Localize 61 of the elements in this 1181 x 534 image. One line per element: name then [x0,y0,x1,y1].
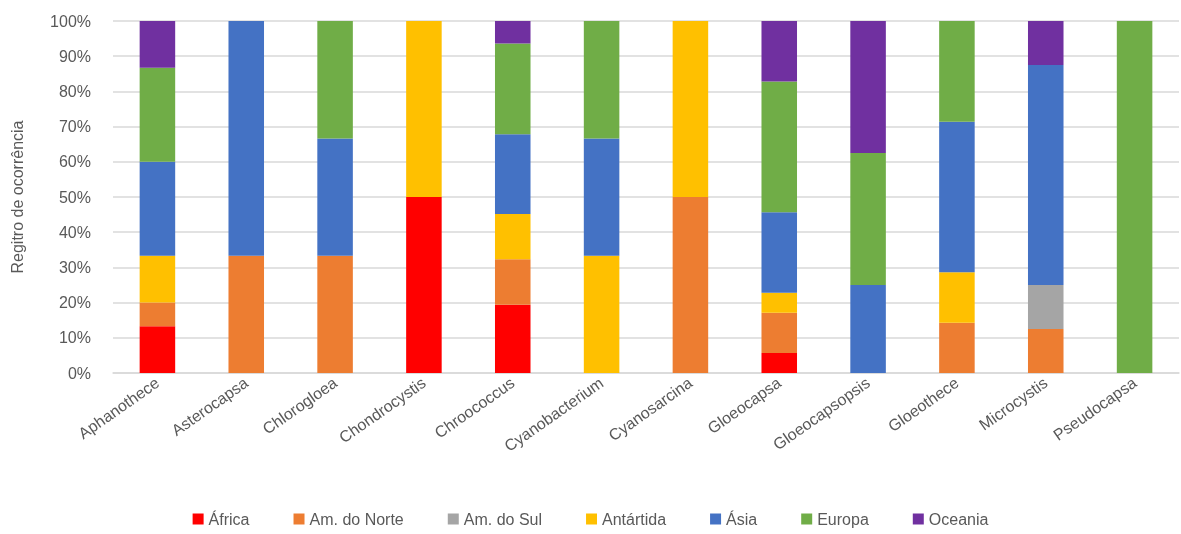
y-axis-title: Regitro de ocorrência [8,120,26,274]
bar [761,212,798,293]
bar [139,255,176,303]
bar [939,121,975,273]
legend-label: Ásia [726,509,758,528]
legend-label: Am. do Sul [463,510,543,528]
bar [1027,329,1064,373]
bar [494,213,531,260]
bar [1027,65,1064,285]
bar [850,285,886,373]
legend-label: Europa [817,510,869,528]
y-tick-label: 30% [58,258,91,276]
bar [139,67,176,162]
bar [317,255,353,373]
bar [139,302,176,327]
y-tick-label: 10% [58,329,91,347]
bar [761,21,798,82]
bar [761,292,798,313]
bar [939,322,975,373]
bar [494,259,531,305]
y-tick-label: 40% [58,223,91,241]
bar [761,81,798,213]
bar [228,21,265,256]
bar [228,255,265,373]
y-tick-label: 0% [67,364,91,382]
bar [139,161,176,256]
legend-label: Antártida [602,510,667,528]
bar [672,197,709,373]
y-tick-label: 80% [58,82,91,100]
bar [1027,21,1064,65]
bar [317,138,353,256]
bar [406,21,442,197]
legend-label: Oceania [928,510,989,528]
y-tick-label: 50% [58,188,91,206]
bar [672,21,709,197]
bar [761,352,798,373]
y-tick-label: 70% [58,118,91,136]
bar [494,43,531,135]
bar [761,312,798,353]
bar [1027,285,1064,329]
bar [850,153,886,285]
bar [494,304,531,373]
bar [139,326,176,373]
bar [139,21,176,68]
y-tick-label: 20% [58,294,91,312]
y-tick-label: 90% [58,47,91,65]
legend-label: África [208,509,250,528]
y-tick-label: 100% [50,12,91,30]
bar [939,272,975,323]
bar [1116,21,1153,373]
bar [583,138,620,256]
bar [583,255,620,373]
legend-label: Am. do Norte [309,510,404,528]
bar [317,21,353,139]
bar [494,21,531,44]
bar [494,134,531,214]
bar [850,21,886,153]
bar [583,21,620,139]
bar [939,21,975,122]
bar [406,197,442,373]
y-tick-label: 60% [58,153,91,171]
